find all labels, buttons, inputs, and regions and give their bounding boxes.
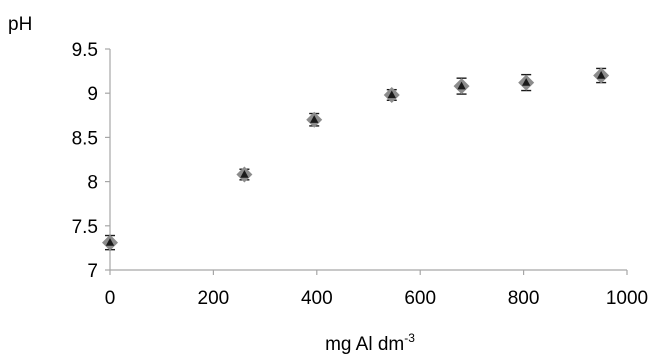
point-triangle bbox=[240, 170, 249, 178]
point-triangle bbox=[105, 238, 115, 246]
data-point bbox=[306, 111, 323, 128]
y-tick-label: 8.5 bbox=[72, 128, 98, 149]
x-tick-label: 600 bbox=[404, 288, 436, 309]
point-triangle bbox=[521, 78, 531, 86]
data-point bbox=[383, 86, 400, 103]
data-points bbox=[102, 67, 610, 251]
x-tick-label: 1000 bbox=[606, 288, 648, 309]
y-tick-label: 9.5 bbox=[72, 40, 98, 61]
data-point bbox=[518, 73, 535, 92]
x-tick-label: 200 bbox=[198, 288, 230, 309]
point-triangle bbox=[387, 90, 396, 99]
x-axis-title-superscript: -3 bbox=[404, 331, 415, 345]
y-axis-title: pH bbox=[8, 14, 32, 35]
y-tick-label: 8 bbox=[87, 173, 98, 194]
axes bbox=[109, 49, 627, 271]
ticks: 7 7.5 8 8.5 9 9.5 0 200 400 600 800 1000 bbox=[72, 40, 649, 309]
point-triangle bbox=[596, 71, 606, 79]
x-tick-label: 800 bbox=[508, 288, 540, 309]
data-point bbox=[593, 67, 610, 84]
data-point bbox=[102, 234, 118, 251]
x-tick-label: 0 bbox=[105, 288, 116, 309]
point-triangle bbox=[457, 81, 466, 90]
data-point bbox=[236, 166, 253, 183]
x-tick-label: 400 bbox=[301, 288, 333, 309]
data-point bbox=[453, 77, 470, 95]
x-axis-title: mg Al dm-3 bbox=[325, 331, 415, 355]
point-triangle bbox=[310, 115, 319, 123]
x-axis-title-main: mg Al dm bbox=[325, 334, 404, 355]
y-tick-label: 7.5 bbox=[72, 217, 98, 238]
y-tick-label: 9 bbox=[87, 84, 98, 105]
y-tick-label: 7 bbox=[87, 261, 98, 282]
